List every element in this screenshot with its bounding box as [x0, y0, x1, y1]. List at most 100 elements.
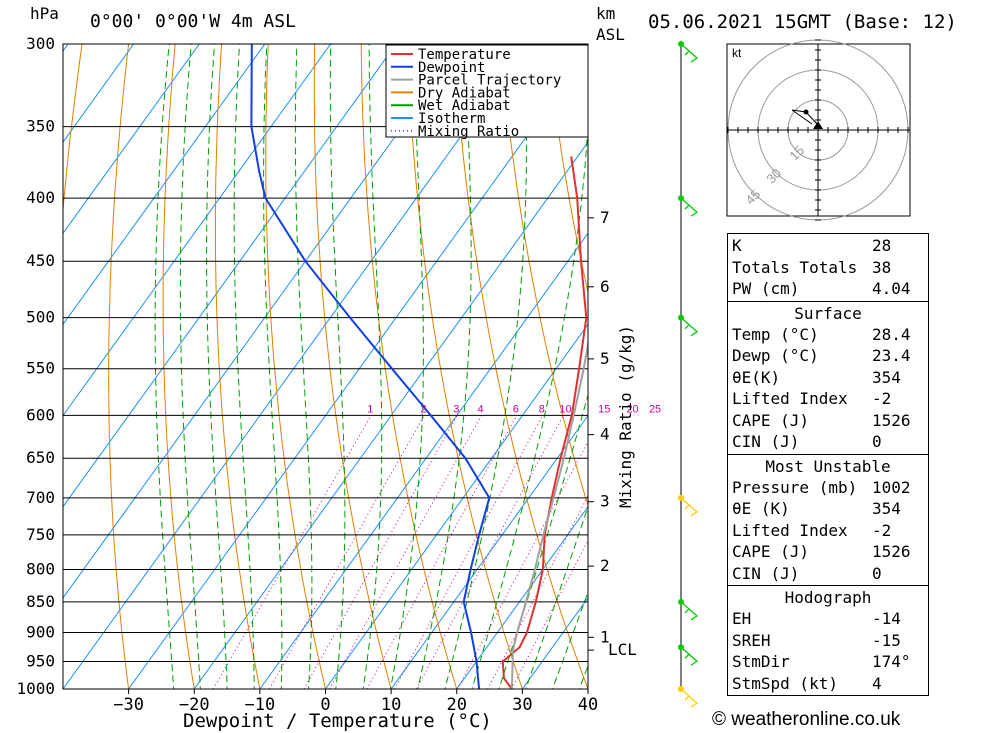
legend-label: Isotherm	[418, 111, 485, 127]
x-tick-label: 0	[320, 695, 330, 715]
pressure-tick-label: 400	[26, 188, 55, 207]
km-tick-label: 4	[600, 425, 610, 444]
isotherm-line	[324, 323, 588, 689]
surface-row: θE(K) 354	[728, 367, 928, 389]
surface-row: Dewp (°C) 23.4	[728, 345, 928, 367]
pressure-tick-label: 850	[26, 592, 55, 611]
wind-barb	[680, 601, 699, 621]
surface-section: Surface Temp (°C) 28.4 Dewp (°C) 23.4 θE(K…	[728, 300, 928, 454]
index-value: 28.4	[872, 324, 911, 344]
x-tick-label: −30	[113, 695, 144, 715]
index-value: -2	[872, 389, 892, 408]
lcl-label: LCL	[608, 640, 637, 659]
isotherm-line	[193, 141, 588, 689]
index-key: Pressure (mb)	[732, 477, 858, 497]
legend-label: Dewpoint	[418, 60, 485, 76]
x-tick-label: 20	[447, 695, 467, 715]
wind-profile	[678, 41, 699, 708]
mu-row: Pressure (mb) 1002	[728, 477, 928, 499]
hodo-row: EH -14	[728, 608, 928, 630]
mixing-ratio-label: 4	[477, 403, 483, 415]
index-value: 1526	[872, 410, 911, 430]
hodo-row: StmDir 174°	[728, 651, 928, 673]
index-row-totals: Totals Totals 38	[728, 257, 928, 279]
mixing-ratio-label: 8	[539, 403, 545, 415]
isotherm-line	[63, 44, 135, 143]
index-value: 23.4	[872, 346, 911, 365]
index-key: Dewp (°C)	[732, 346, 819, 365]
wet-adiabat-line	[551, 590, 588, 689]
dewpoint-profile	[250, 44, 491, 689]
mixing-ratio-labels: 1 2 3 4 6 8 10 15 20 25	[367, 403, 661, 415]
index-value: -15	[872, 630, 901, 650]
wind-barb	[680, 646, 699, 666]
isotherm-line	[63, 44, 200, 235]
wet-adiabat-line	[154, 44, 175, 689]
isotherm-line	[63, 44, 332, 417]
datetime-label: 05.06.2021 15GMT (Base: 12)	[648, 11, 957, 33]
index-row-k: K 28	[728, 235, 928, 257]
index-key: CAPE (J)	[732, 410, 810, 430]
pressure-tick-label: 750	[26, 525, 55, 544]
indices-table: K 28 Totals Totals 38 PW (cm) 4.04 Surface …	[727, 233, 929, 696]
mixing-ratio-label: 20	[626, 403, 638, 415]
legend-label: Temperature	[418, 47, 511, 63]
km-label: km	[596, 4, 615, 23]
dry-adiabat-line	[108, 44, 130, 689]
mu-row: θE (K) 354	[728, 498, 928, 520]
index-value: 4	[872, 673, 882, 693]
index-value: -14	[872, 609, 901, 628]
index-key: StmDir	[732, 652, 790, 671]
surface-row: CIN (J) 0	[728, 431, 928, 453]
mixing-ratio-line	[457, 440, 588, 689]
wind-barb	[680, 497, 699, 517]
indices-top: K 28 Totals Totals 38 PW (cm) 4.04	[728, 234, 928, 301]
mixing-ratio-label: 25	[649, 403, 661, 415]
pressure-tick-label: 500	[26, 308, 55, 327]
wet-adiabat-line	[206, 44, 228, 689]
km-tick-label: 7	[600, 208, 610, 227]
km-tick-label: 5	[600, 349, 610, 368]
isotherm-line	[63, 44, 69, 52]
legend-label: Parcel Trajectory	[418, 73, 561, 89]
index-key: Lifted Index	[732, 520, 848, 540]
mixing-ratio-label: 1	[367, 403, 373, 415]
hodograph-point	[803, 109, 809, 115]
hodograph-trace	[791, 109, 819, 126]
x-tick-label: −10	[245, 695, 276, 715]
index-key: Totals Totals	[732, 257, 858, 277]
mu-row: Lifted Index -2	[728, 520, 928, 542]
index-value: 354	[872, 367, 901, 387]
hodograph-unit: kt	[732, 46, 742, 60]
hodograph-section: Hodograph EH -14 SREH -15 StmDir 174° StmSp…	[728, 585, 928, 695]
plot-frame	[62, 43, 589, 690]
index-key: PW (cm)	[732, 279, 800, 298]
x-tick-label: 40	[578, 695, 598, 715]
pressure-tick-label: 800	[26, 559, 55, 578]
hodograph: kt 15 30 45	[726, 39, 911, 221]
legend-box	[385, 44, 589, 138]
dry-adiabat-line	[63, 44, 83, 689]
pressure-tick-label: 450	[26, 251, 55, 270]
index-key: K	[732, 236, 742, 255]
legend-label: Mixing Ratio	[418, 124, 519, 140]
surface-row: Temp (°C) 28.4	[728, 324, 928, 346]
x-axis-label: Dewpoint / Temperature (°C)	[183, 710, 492, 732]
pressure-tick-label: 950	[26, 652, 55, 671]
pressure-tick-label: 300	[26, 34, 55, 53]
pressure-tick-label: 600	[26, 405, 55, 424]
hodograph-title: Hodograph	[784, 588, 872, 607]
wet-adiabat-line	[179, 44, 201, 689]
parcel-trajectory-profile	[510, 339, 588, 689]
wind-barb	[680, 197, 699, 217]
index-key: θE (K)	[732, 499, 790, 518]
index-key: θE(K)	[732, 367, 781, 387]
dry-adiabat-line	[981, 0, 1000, 715]
copyright-text: © weatheronline.co.uk	[712, 709, 901, 730]
index-value: 0	[872, 563, 882, 583]
index-key: CAPE (J)	[732, 542, 810, 561]
wet-adiabat-line	[294, 44, 313, 689]
mixing-ratio-line	[366, 415, 518, 689]
